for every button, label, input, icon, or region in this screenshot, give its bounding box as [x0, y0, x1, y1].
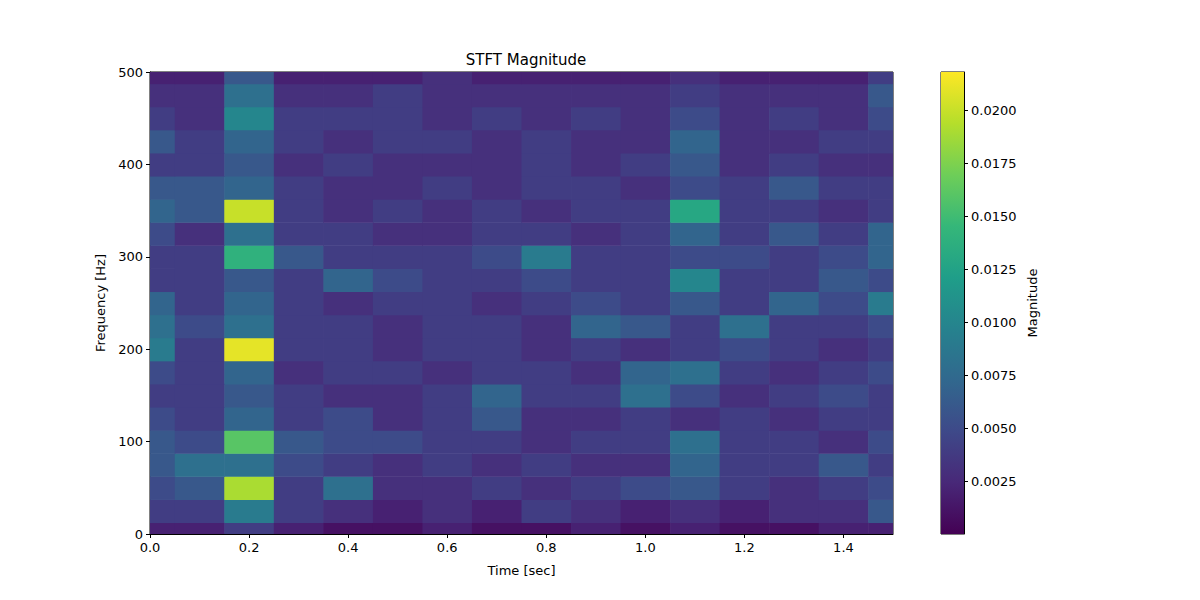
svg-text:0.0050: 0.0050 — [971, 421, 1017, 436]
svg-text:Time [sec]: Time [sec] — [486, 563, 555, 578]
svg-text:400: 400 — [118, 157, 143, 172]
svg-text:0.0025: 0.0025 — [971, 474, 1017, 489]
svg-text:100: 100 — [118, 434, 143, 449]
svg-text:Frequency [Hz]: Frequency [Hz] — [93, 254, 108, 352]
svg-text:0.0200: 0.0200 — [971, 103, 1017, 118]
svg-text:300: 300 — [118, 249, 143, 264]
svg-text:0.6: 0.6 — [437, 540, 458, 555]
svg-text:1.2: 1.2 — [734, 540, 755, 555]
svg-text:0.0100: 0.0100 — [971, 315, 1017, 330]
svg-text:0.4: 0.4 — [338, 540, 359, 555]
svg-text:Magnitude: Magnitude — [1025, 269, 1040, 338]
svg-text:0.0175: 0.0175 — [971, 156, 1017, 171]
svg-text:0.0150: 0.0150 — [971, 209, 1017, 224]
svg-text:0.0125: 0.0125 — [971, 262, 1017, 277]
svg-text:STFT Magnitude: STFT Magnitude — [466, 51, 586, 69]
svg-text:200: 200 — [118, 342, 143, 357]
svg-text:1.0: 1.0 — [635, 540, 656, 555]
svg-text:0: 0 — [134, 526, 143, 542]
svg-text:500: 500 — [118, 65, 143, 80]
svg-text:0.0075: 0.0075 — [971, 368, 1017, 383]
svg-text:0.2: 0.2 — [239, 540, 260, 555]
svg-text:0.0: 0.0 — [140, 540, 161, 555]
svg-text:1.4: 1.4 — [833, 540, 854, 555]
svg-text:0.8: 0.8 — [536, 540, 557, 555]
